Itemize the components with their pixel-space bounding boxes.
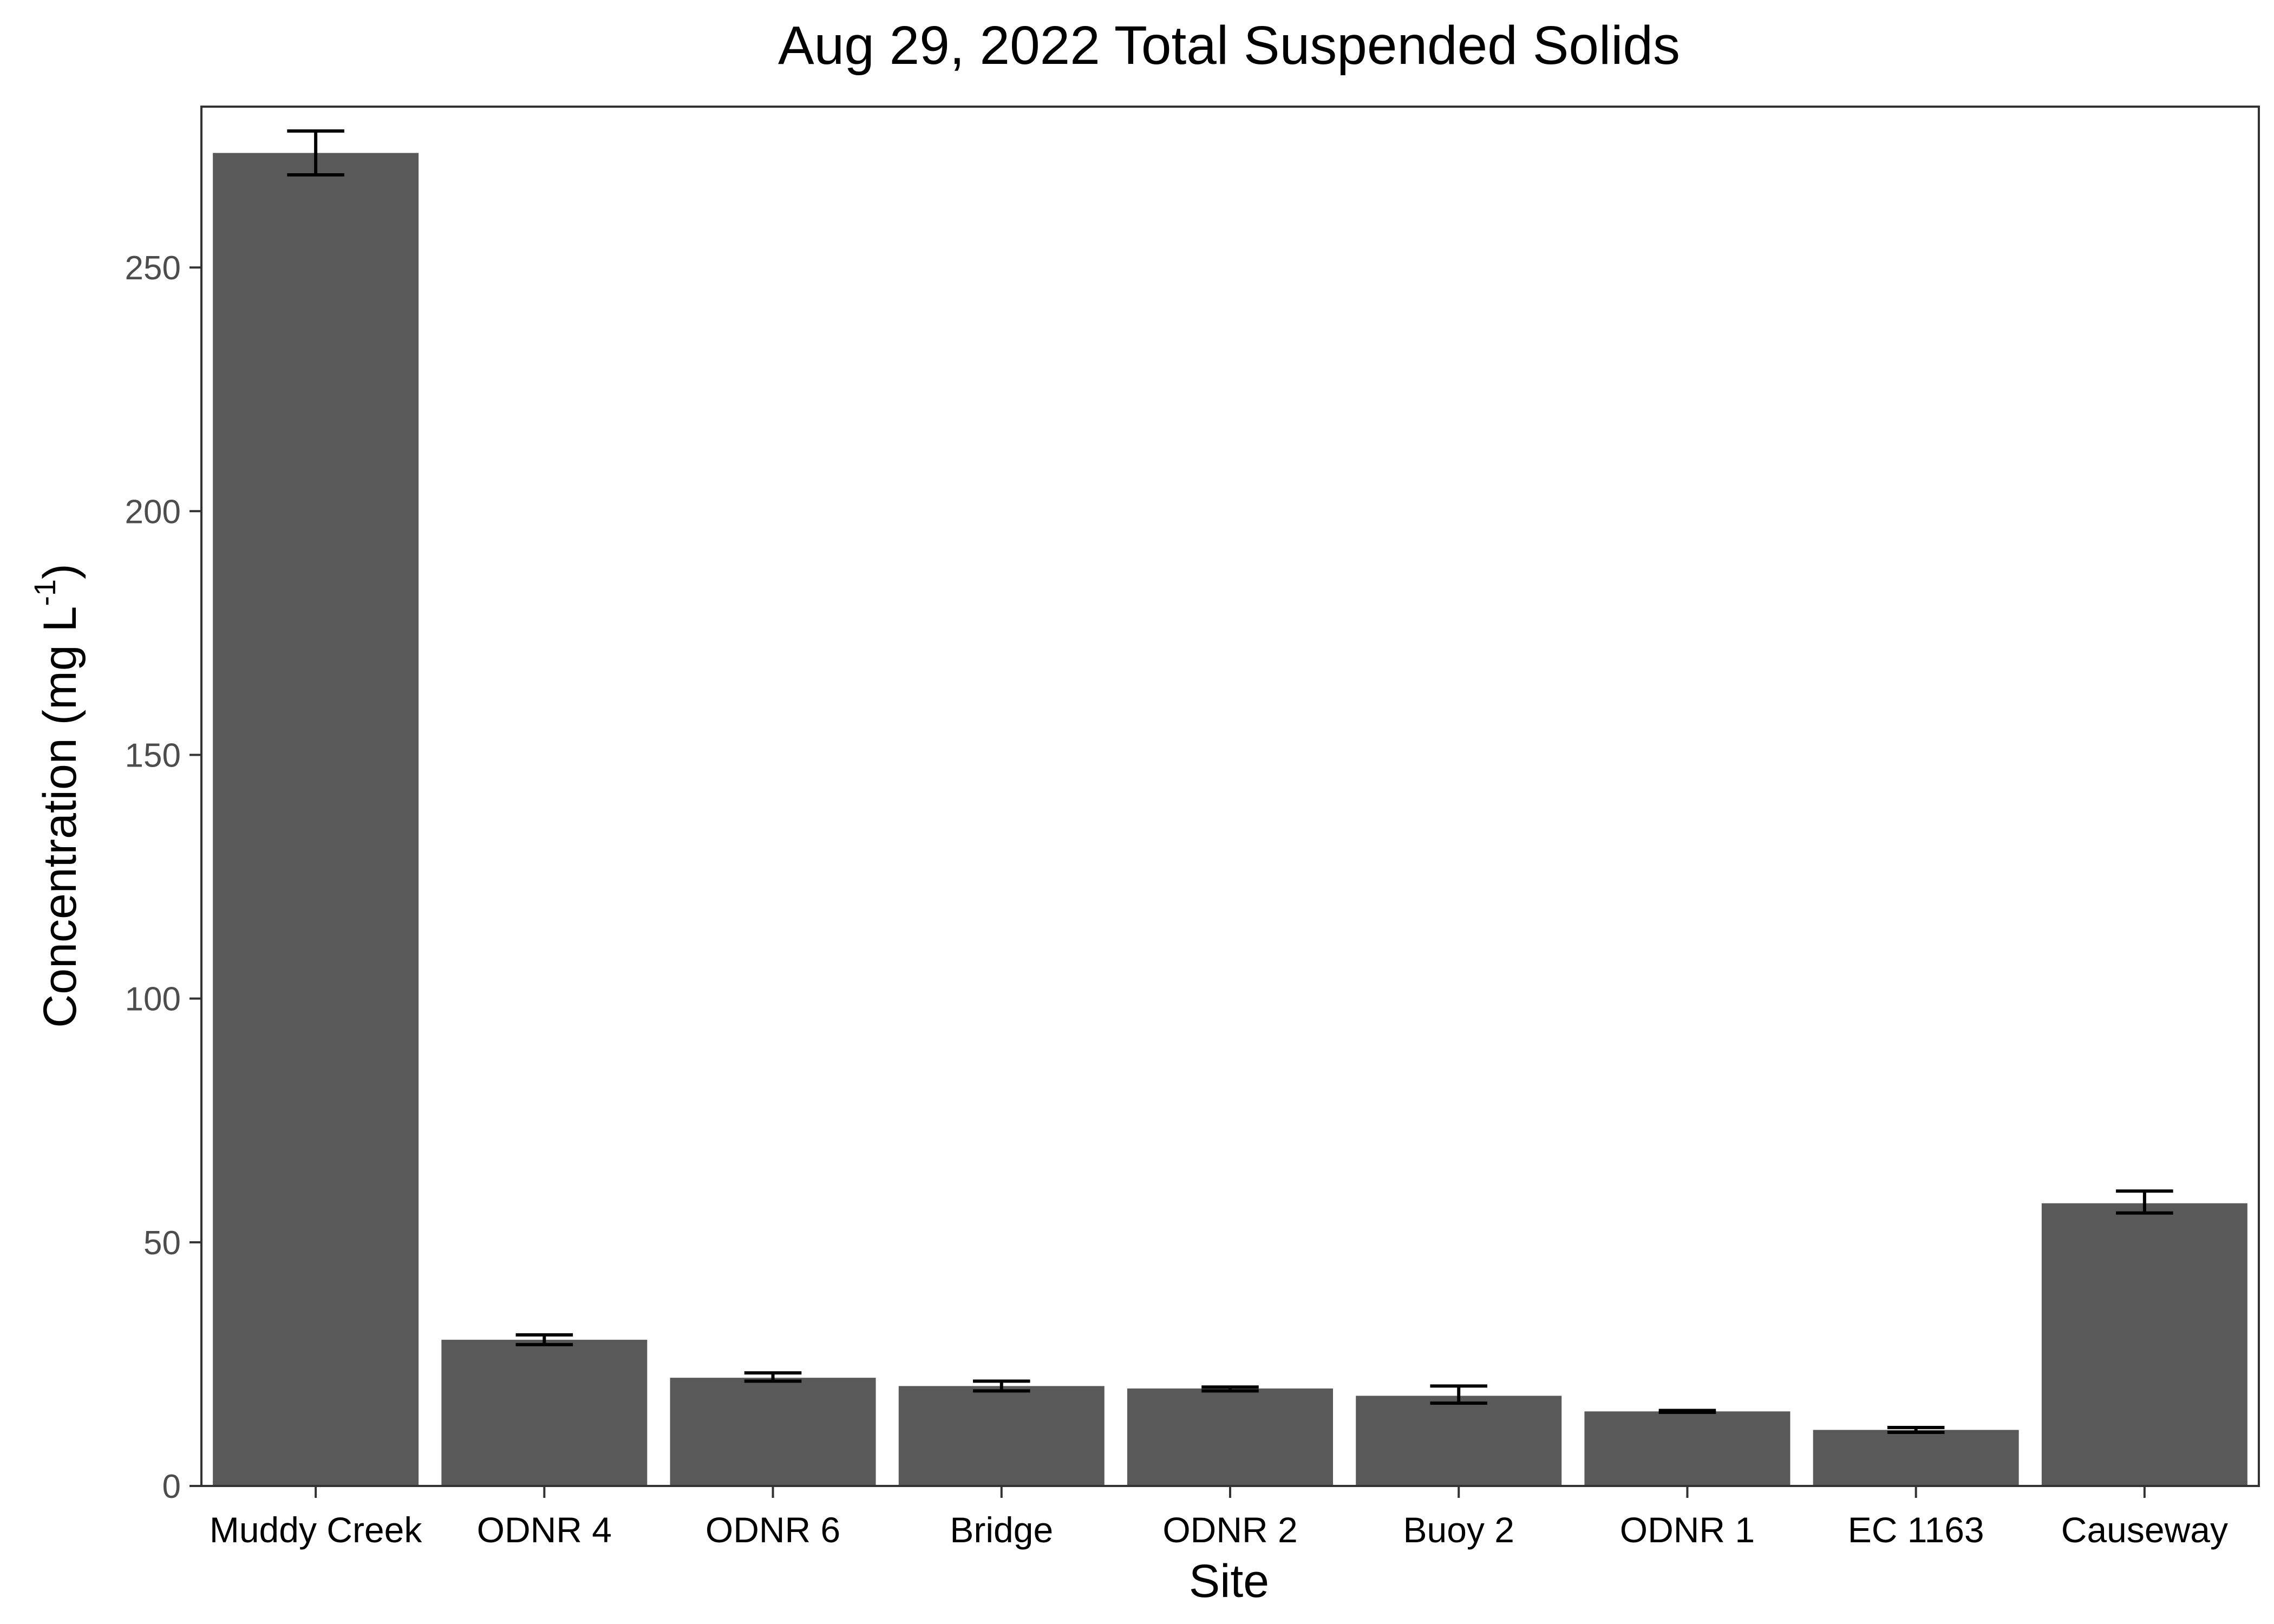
y-axis-title: Concentration (mg L-1) [28, 564, 86, 1028]
plot-panel-border [200, 106, 2260, 1487]
x-tick-label: Muddy Creek [210, 1510, 422, 1550]
x-tick-label: EC 1163 [1848, 1510, 1984, 1550]
bar-1 [213, 153, 419, 1486]
y-axis-title-superscript: -1 [28, 579, 62, 606]
error-bar-4 [973, 1379, 1030, 1393]
bars-layer [213, 153, 2247, 1486]
x-tick-label: Causeway [2061, 1510, 2228, 1550]
error-bar-5 [1201, 1385, 1259, 1393]
error-bar-7 [1658, 1409, 1716, 1415]
x-tick-label: Bridge [950, 1510, 1053, 1550]
bar-2 [441, 1339, 648, 1486]
error-bar-1 [287, 129, 344, 177]
y-axis: 0 50 100 150 200 250 [125, 250, 201, 1505]
bar-3 [670, 1378, 876, 1486]
x-tick-label: Buoy 2 [1403, 1510, 1514, 1550]
y-axis-title-close: ) [34, 564, 86, 579]
x-tick-label: ODNR 6 [705, 1510, 840, 1550]
y-tick-label: 50 [143, 1224, 181, 1262]
x-tick-label: ODNR 1 [1620, 1510, 1755, 1550]
x-tick-label: ODNR 2 [1162, 1510, 1297, 1550]
bar-9 [2041, 1203, 2247, 1486]
error-bar-2 [515, 1333, 573, 1346]
y-tick-label: 0 [162, 1468, 181, 1505]
error-bars-layer [287, 129, 2173, 1434]
x-axis: Muddy Creek ODNR 4 ODNR 6 Bridge ODNR 2 Buoy … [210, 1486, 2228, 1550]
error-bar-9 [2116, 1189, 2173, 1215]
bar-5 [1127, 1388, 1333, 1486]
bar-7 [1584, 1411, 1791, 1486]
y-tick-label: 250 [125, 250, 181, 287]
y-tick-label: 100 [125, 981, 181, 1018]
y-axis-title-main: Concentration (mg L [34, 606, 86, 1028]
error-bar-3 [744, 1371, 802, 1383]
x-tick-label: ODNR 4 [477, 1510, 612, 1550]
x-axis-title: Site [1189, 1555, 1269, 1607]
bar-8 [1813, 1430, 2019, 1486]
bar-6 [1356, 1396, 1562, 1486]
bar-4 [898, 1386, 1105, 1486]
chart-title: Aug 29, 2022 Total Suspended Solids [778, 15, 1680, 76]
error-bar-8 [1887, 1425, 1945, 1434]
y-tick-label: 150 [125, 737, 181, 774]
error-bar-6 [1430, 1384, 1487, 1405]
y-tick-label: 200 [125, 493, 181, 531]
